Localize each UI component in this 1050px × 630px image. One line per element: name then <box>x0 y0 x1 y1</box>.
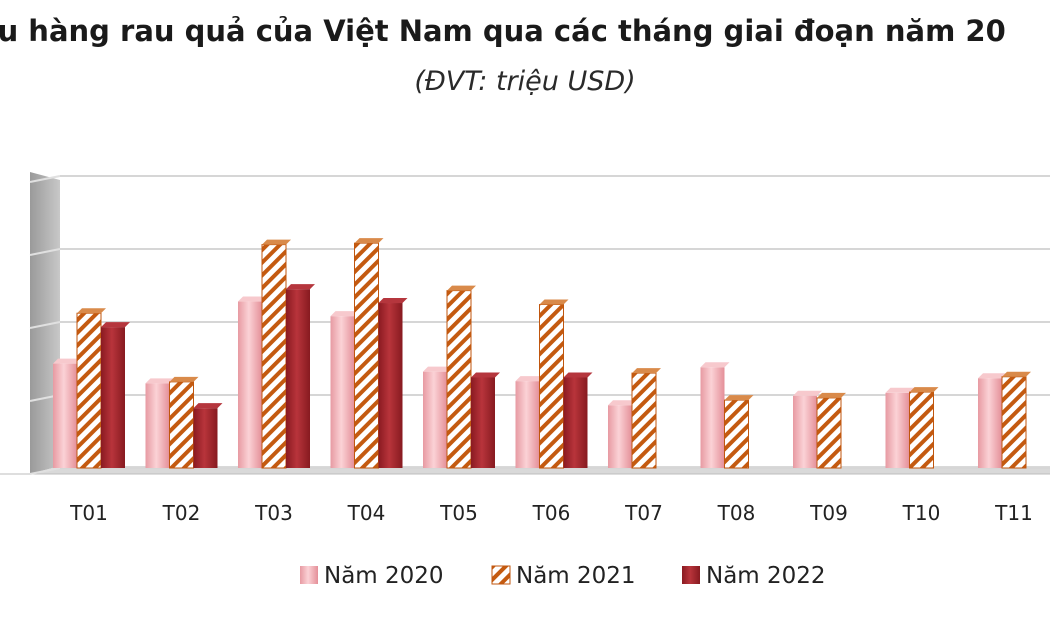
x-tick-label: T02 <box>162 501 201 525</box>
bar-T08-năm-2021 <box>724 395 754 469</box>
bar-T07-năm-2021 <box>631 368 661 469</box>
x-tick-label: T01 <box>69 501 108 525</box>
bar-T03-năm-2020 <box>238 296 267 468</box>
bar-T08-năm-2020 <box>700 362 730 468</box>
bar-T11-năm-2020 <box>978 373 1007 468</box>
wall-gridline <box>29 248 61 256</box>
legend-swatch <box>682 566 700 584</box>
chart-subtitle: (ĐVT: triệu USD) <box>414 66 636 97</box>
bar-T05-năm-2020 <box>423 366 452 468</box>
wall-gridline <box>29 321 61 329</box>
bar-T03-năm-2021 <box>261 239 291 469</box>
legend-label: Năm 2021 <box>516 563 636 589</box>
wall-gridline <box>29 467 61 475</box>
bar-T03-năm-2022 <box>286 284 315 468</box>
bar-T11-năm-2021 <box>1001 371 1031 469</box>
x-tick-label: T11 <box>994 501 1033 525</box>
bar-T02-năm-2020 <box>145 378 175 468</box>
x-tick-label: T08 <box>717 501 756 525</box>
bar-T01-năm-2021 <box>76 308 106 469</box>
legend-label: Năm 2022 <box>706 563 826 589</box>
bar-T06-năm-2020 <box>515 376 545 468</box>
bar-T09-năm-2021 <box>816 392 846 469</box>
bar-T02-năm-2021 <box>169 376 199 469</box>
bar-T06-năm-2021 <box>539 299 569 469</box>
bar-T06-năm-2022 <box>563 372 593 468</box>
legend-swatch <box>491 565 511 585</box>
x-tick-label: T07 <box>624 501 663 525</box>
bar-T05-năm-2021 <box>446 285 476 469</box>
bar-T04-năm-2022 <box>378 298 408 468</box>
x-tick-label: T09 <box>809 501 848 525</box>
legend-item-năm-2022: Năm 2022 <box>682 563 826 589</box>
bar-T07-năm-2020 <box>608 400 637 468</box>
bar-T05-năm-2022 <box>471 372 500 468</box>
legend-item-năm-2020: Năm 2020 <box>300 563 444 589</box>
legend-label: Năm 2020 <box>324 563 444 589</box>
bar-T09-năm-2020 <box>793 390 822 468</box>
bar-T02-năm-2022 <box>193 403 223 468</box>
bar-T04-năm-2021 <box>354 238 384 469</box>
x-tick-label: T06 <box>532 501 571 525</box>
bar-T04-năm-2020 <box>330 311 360 468</box>
x-tick-label: T05 <box>439 501 478 525</box>
bar-T10-năm-2021 <box>909 387 939 469</box>
x-tick-label: T03 <box>254 501 293 525</box>
legend-swatch <box>300 566 318 584</box>
bar-T01-năm-2022 <box>101 322 130 468</box>
legend-item-năm-2021: Năm 2021 <box>491 563 636 589</box>
chart-title: ẩu hàng rau quả của Việt Nam qua các thá… <box>0 14 1006 48</box>
x-tick-label: T04 <box>347 501 386 525</box>
bar-T10-năm-2020 <box>885 387 915 468</box>
bar-T01-năm-2020 <box>53 358 82 468</box>
wall-gridline <box>29 175 61 183</box>
x-tick-label: T10 <box>902 501 941 525</box>
